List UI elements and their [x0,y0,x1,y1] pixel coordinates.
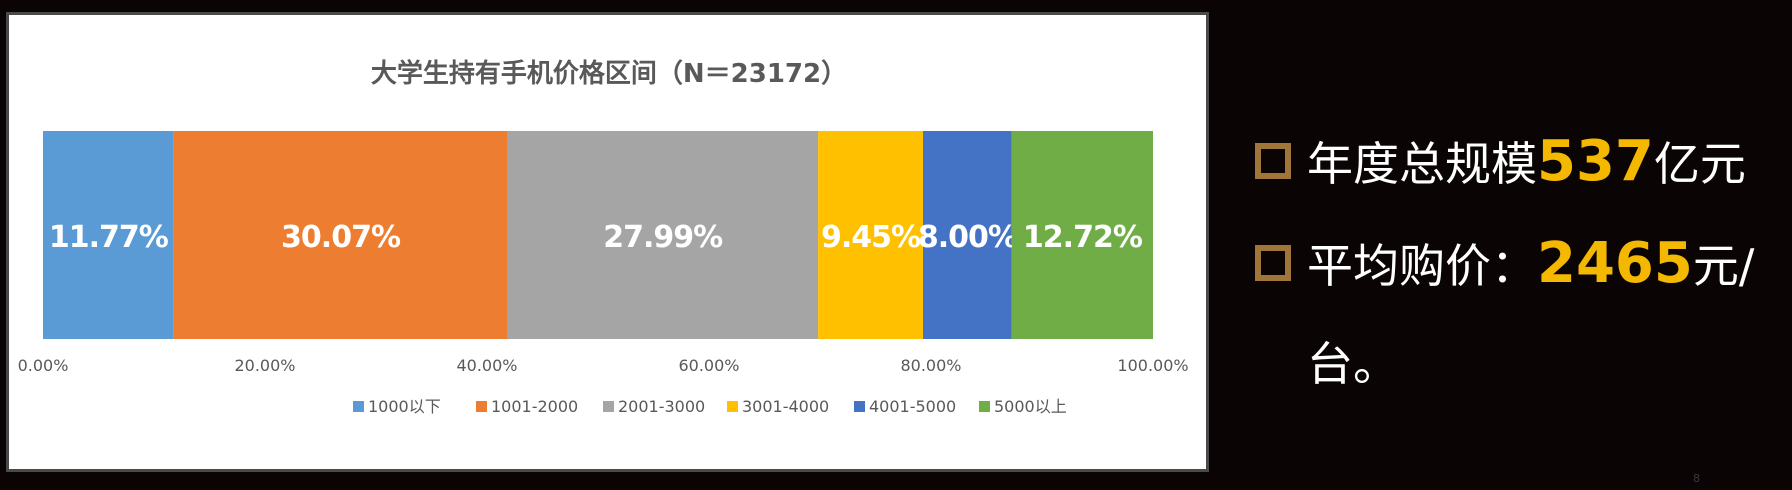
bar-segment-6 [1011,131,1153,339]
data-label-5: 8.00% [918,220,1018,255]
bar-segment-5 [923,131,1012,339]
hollow-square-bullet-icon [1255,143,1291,179]
legend-label-6: 5000以上 [994,397,1067,416]
bullet-annual-scale: 年度总规模 537 亿元 [1255,128,1746,194]
data-label-3: 27.99% [603,220,723,255]
average-price-continuation: 台。 [1307,337,1399,391]
bar-segment-3 [507,131,819,339]
legend-swatch-6 [979,401,990,412]
x-tick-label-4: 60.00% [678,356,739,375]
x-tick-label-3: 40.00% [456,356,517,375]
annual-scale-prefix: 年度总规模 [1307,137,1537,191]
legend-swatch-5 [854,401,865,412]
annual-scale-value: 537 [1537,128,1654,194]
legend-label-4: 3001-4000 [742,397,829,416]
bullet-average-price: 平均购价： 2465 元/ [1255,230,1754,296]
legend-swatch-2 [476,401,487,412]
legend-label-3: 2001-3000 [618,397,705,416]
legend-label-5: 4001-5000 [869,397,956,416]
chart-title: 大学生持有手机价格区间（N＝23172） [371,58,847,89]
data-label-6: 12.72% [1023,220,1143,255]
bar-segment-2 [173,131,508,339]
hollow-square-bullet-icon [1255,245,1291,281]
data-label-1: 11.77% [49,220,169,255]
legend-swatch-3 [603,401,614,412]
bar-segment-4 [818,131,924,339]
bar-segment-1 [43,131,174,339]
legend-label-2: 1001-2000 [491,397,578,416]
average-price-prefix: 平均购价： [1307,239,1537,293]
stacked-bar-chart: 大学生持有手机价格区间（N＝23172） 11.77% 30.07% 27.99% 9.… [18,58,1189,416]
x-tick-label-1: 0.00% [18,356,69,375]
chart-panel: 大学生持有手机价格区间（N＝23172） 11.77% 30.07% 27.99% 9.… [6,12,1209,472]
average-price-value: 2465 [1537,230,1693,296]
x-tick-label-5: 80.00% [900,356,961,375]
data-label-2: 30.07% [281,220,401,255]
x-tick-label-6: 100.00% [1117,356,1188,375]
average-price-suffix: 元/ [1692,239,1755,293]
data-label-4: 9.45% [821,220,921,255]
legend-swatch-1 [353,401,364,412]
legend-swatch-4 [727,401,738,412]
page-number: 8 [1693,472,1700,485]
legend-label-1: 1000以下 [368,397,441,416]
x-tick-label-2: 20.00% [234,356,295,375]
annual-scale-suffix: 亿元 [1653,137,1746,191]
